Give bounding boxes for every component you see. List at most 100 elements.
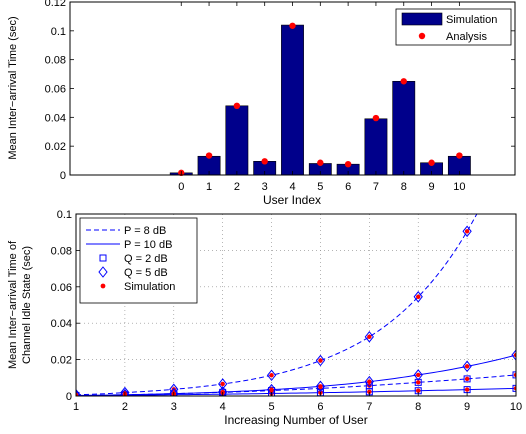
simulation-point-q2-7 (416, 380, 421, 385)
simulation-point-q5-14 (318, 384, 323, 389)
line-x-tick-label-6: 6 (317, 401, 323, 413)
line-y-tick-label-0: 0 (66, 391, 72, 403)
analysis-point-3 (261, 158, 268, 165)
bar-x-tick-label-9: 9 (429, 181, 435, 193)
q5-marker-15 (364, 375, 374, 388)
line-p8 (76, 214, 478, 396)
line-legend-label-simulation: Simulation (124, 281, 175, 293)
bar-x-axis: 0 1 2 3 4 5 6 7 8 9 10 (178, 2, 466, 193)
line-y-tick-label-5: 0.1 (57, 209, 72, 221)
q5-marker-5 (315, 354, 326, 367)
bar-y-tick-label-6: 0.12 (45, 0, 66, 9)
simulation-point-q5-9 (76, 393, 79, 396)
simulation-point-q5-3 (220, 381, 225, 387)
bar-x-tick-label-7: 7 (373, 181, 379, 193)
bar-legend-swatch-simulation (401, 12, 443, 26)
line-legend-label-q2: Q = 2 dB (124, 253, 168, 265)
line-legend-swatch-q5 (98, 266, 108, 278)
simulation-point-q2-8 (464, 376, 470, 382)
q5-marker-11 (169, 387, 179, 396)
simulation-point-q2-17 (416, 388, 421, 393)
q5-marker-9 (76, 389, 81, 396)
q2-marker-8 (463, 375, 471, 383)
line-x-tick-label-3: 3 (171, 401, 177, 413)
bar-y-tick-label-1: 0.02 (45, 141, 66, 153)
line-series-group (76, 214, 516, 396)
analysis-point-8 (400, 78, 407, 85)
simulation-point-q5-13 (269, 387, 274, 392)
line-x-axis-label: Increasing Number of User (224, 413, 367, 427)
bar-legend-swatch-analysis (418, 32, 426, 40)
bar-x-tick-label-3: 3 (262, 181, 268, 193)
simulation-point-q5-4 (269, 373, 274, 378)
line-x-tick-label-8: 8 (415, 401, 421, 413)
line-y-tick-label-4: 0.08 (51, 245, 72, 257)
line-y-tick-label-1: 0.02 (51, 355, 72, 367)
simulation-point-q2-18 (464, 387, 470, 392)
q5-marker-4 (266, 369, 277, 382)
simulation-point-q2-9 (513, 372, 516, 378)
line-legend-label-p8: P = 8 dB (124, 225, 166, 237)
line-y-axis-label-2: Channel Idle State (sec) (21, 246, 33, 364)
line-y-tick-label-3: 0.06 (51, 282, 72, 294)
q5-marker-6 (364, 331, 374, 343)
bar-8 (392, 80, 416, 176)
bar-x-tick-label-4: 4 (289, 181, 295, 193)
q2-marker-19 (512, 384, 516, 392)
line-low-solid (76, 387, 516, 396)
line-x-tick-label-1: 1 (73, 401, 79, 413)
analysis-point-4 (289, 22, 296, 29)
line-legend-label-p10: P = 10 dB (124, 239, 172, 251)
analysis-point-1 (205, 152, 213, 159)
q5-marker-7 (413, 291, 423, 303)
line-legend-swatch-q2 (99, 254, 107, 262)
line-legend-label-q5: Q = 5 dB (124, 267, 168, 279)
analysis-point-2 (233, 102, 241, 110)
analysis-point-7 (372, 114, 380, 122)
analysis-point-9 (428, 159, 435, 166)
bar-y-tick-label-2: 0.04 (45, 112, 66, 124)
line-x-tick-label-7: 7 (366, 401, 372, 413)
line-chart: 0 0.02 0.04 0.06 0.08 0.1 1 2 3 4 5 6 7 8 9 10 Increas… (7, 209, 522, 427)
simulation-point-q5-5 (318, 358, 323, 363)
bar-x-tick-label-8: 8 (401, 181, 407, 193)
bar-2 (225, 105, 249, 176)
q5-marker-16 (413, 369, 423, 381)
simulation-point-q2-19 (513, 386, 516, 391)
q5-marker-1 (120, 386, 130, 396)
bar-y-tick-label-0: 0 (60, 170, 66, 182)
line-y-axis-label-1: Mean Inter−arrival Time of (7, 240, 19, 369)
q5-marker-10 (120, 388, 130, 396)
bar-x-tick-label-6: 6 (345, 181, 351, 193)
analysis-point-5 (317, 159, 324, 166)
bar-7 (364, 118, 388, 176)
line-x-tick-label-5: 5 (268, 401, 274, 413)
simulation-point-q5-12 (220, 389, 225, 395)
bar-legend: Simulation Analysis (395, 8, 512, 46)
q5-marker-18 (511, 349, 516, 361)
bar-legend-label-analysis: Analysis (446, 31, 487, 43)
bar-x-tick-label-10: 10 (453, 181, 465, 193)
bar-series-analysis (178, 22, 463, 177)
q2-marker-9 (512, 371, 516, 379)
analysis-point-6 (344, 160, 352, 168)
q5-marker-17 (462, 360, 472, 373)
bar-y-tick-label-5: 0.1 (51, 26, 66, 38)
bar-x-tick-label-0: 0 (178, 181, 184, 193)
bar-y-axis: 0 0.02 0.04 0.06 0.08 0.1 0.12 (45, 0, 515, 182)
simulation-point-q5-16 (416, 372, 421, 378)
line-x-tick-label-4: 4 (220, 401, 226, 413)
bar-y-tick-label-3: 0.06 (45, 84, 66, 96)
line-marker-group (76, 225, 516, 396)
simulation-point-q2-16 (367, 389, 372, 395)
line-y-tick-label-2: 0.04 (51, 318, 72, 330)
bar-chart: 0 0.02 0.04 0.06 0.08 0.1 0.12 0 1 2 3 4 5 6 7 8 9 10 Us… (7, 0, 516, 207)
bar-x-tick-label-1: 1 (206, 181, 212, 193)
bar-y-axis-label: Mean Inter−arrival Time (sec) (7, 16, 19, 159)
simulation-point-q5-8 (464, 229, 470, 234)
line-x-tick-label-9: 9 (464, 401, 470, 413)
line-low-dashed (76, 374, 516, 396)
line-x-axis: 1 2 3 4 5 6 7 8 9 10 (73, 392, 522, 413)
bar-legend-label-simulation: Simulation (446, 14, 497, 26)
